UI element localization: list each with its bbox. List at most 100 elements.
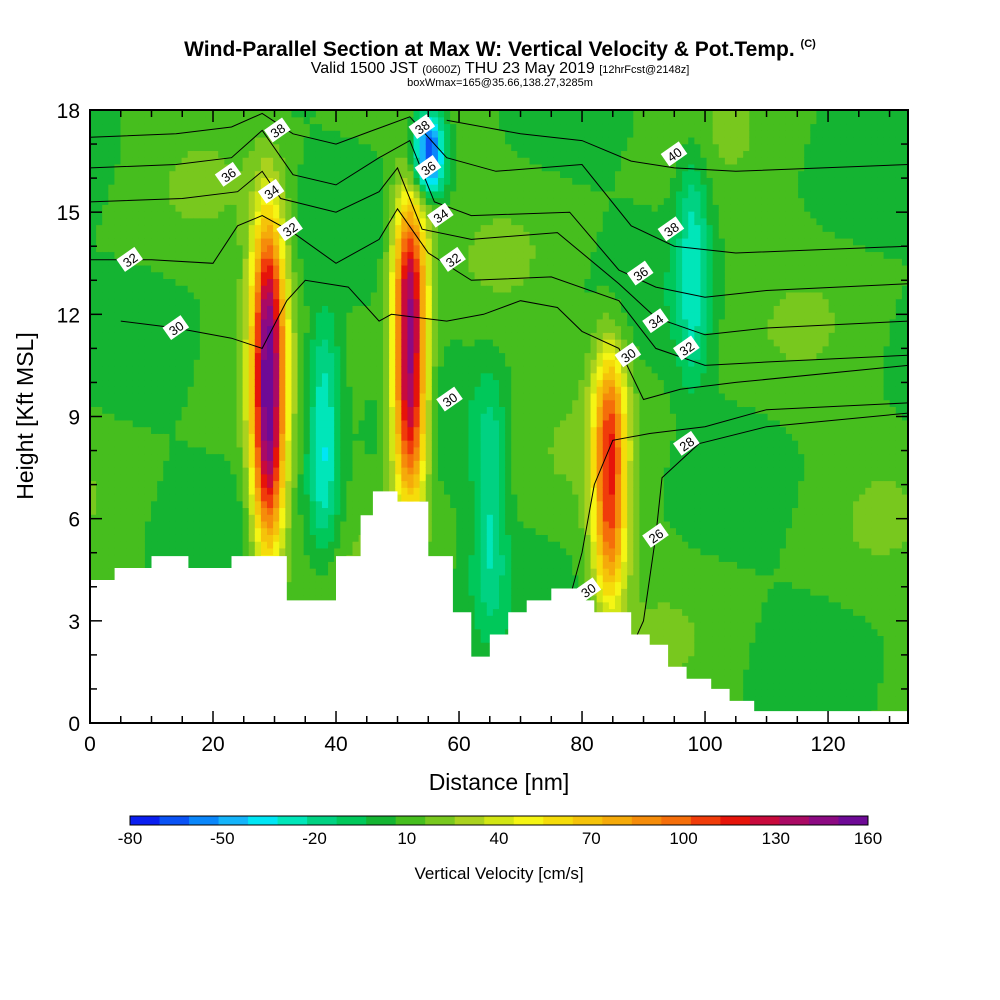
velocity-cell [297, 413, 305, 421]
velocity-cell [108, 251, 116, 259]
velocity-cell [273, 110, 280, 118]
velocity-cell [309, 507, 317, 515]
velocity-cell [334, 177, 341, 185]
velocity-cell [187, 440, 195, 448]
velocity-cell [96, 534, 103, 542]
velocity-cell [346, 426, 354, 434]
velocity-cell [144, 365, 152, 374]
velocity-cell [297, 561, 305, 569]
velocity-cell [419, 332, 427, 340]
velocity-cell [151, 433, 158, 441]
velocity-cell [175, 352, 183, 360]
velocity-cell [120, 211, 128, 219]
velocity-cell [260, 110, 268, 118]
velocity-cell [126, 365, 134, 374]
velocity-cell [242, 157, 250, 165]
velocity-cell [383, 177, 390, 185]
velocity-cell [205, 554, 213, 562]
velocity-cell [138, 305, 146, 313]
velocity-cell [218, 446, 225, 455]
velocity-cell [157, 123, 164, 131]
velocity-cell [352, 244, 360, 253]
velocity-cell [187, 305, 195, 313]
velocity-cell [407, 244, 415, 253]
velocity-cell [285, 150, 293, 158]
velocity-cell [175, 197, 183, 205]
velocity-cell [248, 480, 256, 488]
velocity-cell [279, 426, 286, 434]
velocity-cell [297, 520, 305, 529]
velocity-cell [96, 406, 103, 414]
velocity-cell [132, 285, 140, 293]
velocity-cell [236, 318, 244, 327]
velocity-cell [254, 123, 262, 131]
velocity-cell [90, 312, 97, 320]
velocity-cell [212, 541, 219, 549]
velocity-cell [212, 285, 219, 293]
velocity-cell [187, 399, 195, 407]
velocity-cell [126, 143, 134, 152]
velocity-cell [138, 217, 146, 226]
velocity-cell [114, 143, 122, 152]
velocity-cell [358, 224, 366, 232]
velocity-cell [236, 150, 244, 158]
velocity-cell [144, 514, 152, 522]
velocity-cell [242, 204, 250, 212]
velocity-cell [163, 278, 170, 286]
velocity-cell [383, 163, 390, 172]
velocity-cell [230, 136, 238, 145]
velocity-cell [364, 136, 372, 145]
velocity-cell [321, 541, 329, 549]
velocity-cell [267, 399, 274, 407]
velocity-cell [267, 339, 274, 347]
velocity-cell [120, 372, 128, 381]
velocity-cell [260, 224, 268, 232]
velocity-cell [181, 419, 189, 428]
velocity-cell [401, 197, 409, 205]
velocity-cell [242, 123, 250, 131]
velocity-cell [236, 426, 244, 434]
velocity-cell [364, 291, 372, 300]
velocity-cell [303, 399, 311, 407]
velocity-cell [102, 285, 109, 293]
velocity-cell [376, 244, 384, 253]
velocity-cell [340, 527, 347, 535]
velocity-cell [254, 318, 262, 327]
velocity-cell [181, 143, 189, 152]
velocity-cell [413, 345, 421, 354]
velocity-cell [376, 352, 384, 360]
velocity-cell [193, 487, 201, 495]
velocity-cell [273, 339, 280, 347]
velocity-cell [120, 150, 128, 158]
velocity-cell [199, 487, 207, 495]
velocity-cell [279, 157, 286, 165]
velocity-cell [395, 237, 402, 246]
velocity-cell [370, 379, 378, 387]
velocity-cell [254, 500, 262, 509]
velocity-cell [279, 379, 286, 387]
velocity-cell [291, 177, 299, 185]
velocity-cell [352, 413, 360, 421]
velocity-cell [218, 184, 225, 192]
velocity-cell [352, 487, 360, 495]
velocity-cell [169, 170, 177, 178]
velocity-cell [346, 480, 354, 488]
velocity-cell [273, 453, 280, 461]
velocity-cell [126, 561, 134, 569]
velocity-cell [132, 514, 140, 522]
velocity-cell [260, 467, 268, 475]
velocity-cell [321, 365, 329, 374]
velocity-cell [407, 446, 415, 455]
velocity-cell [163, 399, 170, 407]
velocity-cell [212, 379, 219, 387]
velocity-cell [144, 460, 152, 468]
velocity-cell [291, 258, 299, 266]
velocity-cell [254, 399, 262, 407]
velocity-cell [248, 244, 256, 253]
velocity-cell [260, 116, 268, 125]
velocity-cell [419, 433, 427, 441]
velocity-cell [205, 365, 213, 374]
velocity-cell [138, 365, 146, 374]
velocity-cell [395, 440, 402, 448]
velocity-cell [224, 487, 231, 495]
